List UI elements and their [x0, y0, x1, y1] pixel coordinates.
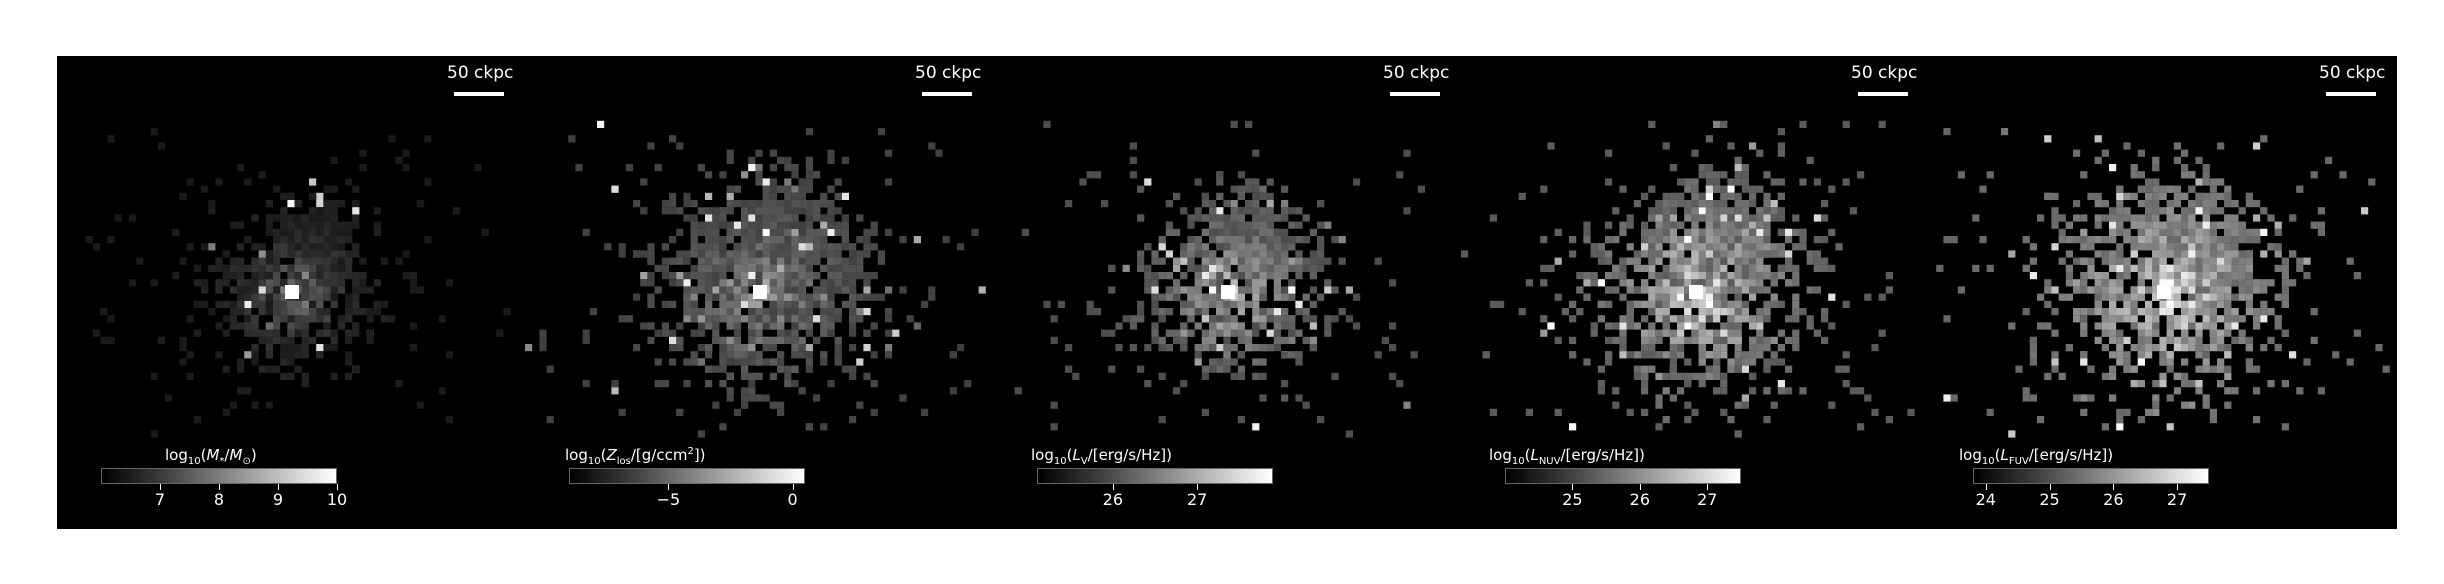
nuv-luminosity-panel: 50 ckpc log10(LNUV/[erg/s/Hz]) 25 26 27 [1461, 56, 1929, 529]
scale-bar-label: 50 ckpc [1851, 63, 1918, 83]
colorbar-tick [792, 484, 794, 490]
colorbar-tick-label: 27 [2166, 490, 2188, 509]
colorbar-tick-label: 10 [326, 490, 348, 509]
scale-bar [1390, 92, 1440, 96]
colorbar [1505, 468, 1741, 484]
colorbar-tick-label: 27 [1697, 490, 1718, 509]
colorbar-tick-label: 27 [1186, 490, 1208, 509]
colorbar-tick [1985, 484, 1987, 490]
colorbar-tick [278, 484, 279, 490]
colorbar-label: log10(LNUV/[erg/s/Hz]) [1489, 446, 1645, 467]
scale-bar [454, 92, 504, 96]
colorbar-tick-label: −5 [656, 490, 681, 509]
galaxy-pixels [525, 120, 986, 438]
scale-bar-label: 50 ckpc [447, 63, 514, 83]
colorbar-tick [1707, 484, 1709, 490]
scale-bar-label: 50 ckpc [1383, 63, 1450, 83]
stellar-mass-panel: 50 ckpc log10(M*/M⊙) 7 8 9 10 [57, 56, 525, 529]
colorbar-tick [2049, 484, 2051, 490]
colorbar [1037, 468, 1273, 484]
galaxy-core [1221, 285, 1235, 299]
colorbar-tick-label: 24 [1975, 490, 1996, 509]
colorbar-tick [1112, 484, 1114, 490]
colorbar-tick-label: 7 [154, 490, 166, 509]
colorbar-tick-label: 8 [213, 490, 225, 509]
galaxy-core [285, 285, 299, 299]
metallicity-panel: 50 ckpc log10(Zlos/[g/ccm2]) −5 0 [525, 56, 993, 529]
scale-bar [922, 92, 972, 96]
v-band-luminosity-map [1014, 120, 1425, 438]
colorbar-tick [2177, 484, 2179, 490]
colorbar-tick-label: 26 [1102, 490, 1124, 509]
scale-bar-label: 50 ckpc [915, 63, 982, 83]
colorbar-tick-label: 9 [272, 490, 284, 509]
scale-bar [1858, 92, 1908, 96]
colorbar-label: log10(LFUV/[erg/s/Hz]) [1959, 446, 2114, 467]
colorbar-tick [337, 484, 338, 490]
colorbar [569, 468, 805, 484]
nuv-luminosity-map [1461, 120, 1915, 438]
scale-bar-label: 50 ckpc [2319, 63, 2386, 83]
colorbar-tick [160, 484, 161, 490]
galaxy-pixels [1461, 120, 1915, 438]
colorbar-tick-label: 25 [1562, 490, 1583, 509]
stellar-mass-map [85, 128, 511, 438]
colorbar [1973, 468, 2209, 484]
colorbar-tick [1572, 484, 1574, 490]
galaxy-pixels [85, 128, 511, 438]
galaxy-core [753, 285, 767, 299]
colorbar-tick [668, 484, 670, 490]
galaxy-core [1689, 285, 1703, 299]
colorbar-tick [1197, 484, 1199, 490]
galaxy-pixels [1014, 120, 1425, 438]
colorbar-label: log10(LV/[erg/s/Hz]) [1031, 446, 1173, 467]
colorbar-label: log10(M*/M⊙) [165, 446, 257, 467]
image-strip: 50 ckpc log10(M*/M⊙) 7 8 9 10 50 ckpc log10… [57, 56, 2397, 529]
galaxy-core [2157, 285, 2171, 299]
colorbar-tick [1639, 484, 1641, 490]
colorbar-tick-label: 26 [2103, 490, 2124, 509]
metallicity-map [525, 120, 986, 438]
scale-bar [2326, 92, 2376, 96]
colorbar-tick [219, 484, 220, 490]
colorbar-tick-label: 25 [2039, 490, 2060, 509]
colorbar-tick [2113, 484, 2115, 490]
fuv-luminosity-panel: 50 ckpc log10(LFUV/[erg/s/Hz]) 24 25 26 27 [1929, 56, 2397, 529]
galaxy-pixels [1936, 128, 2390, 438]
fuv-luminosity-map [1936, 128, 2390, 438]
colorbar [101, 468, 337, 484]
colorbar-tick-label: 26 [1629, 490, 1651, 509]
colorbar-label: log10(Zlos/[g/ccm2]) [565, 446, 706, 467]
colorbar-tick-label: 0 [787, 490, 798, 509]
v-band-luminosity-panel: 50 ckpc log10(LV/[erg/s/Hz]) 26 27 [993, 56, 1461, 529]
